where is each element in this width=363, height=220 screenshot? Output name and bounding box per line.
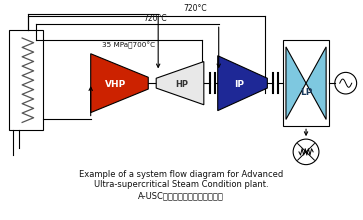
Text: Example of a system flow diagram for Advanced: Example of a system flow diagram for Adv…: [79, 170, 283, 179]
Polygon shape: [306, 47, 326, 119]
Text: LP: LP: [300, 88, 312, 97]
Text: 35 MPa、700°C: 35 MPa、700°C: [102, 42, 155, 49]
Polygon shape: [156, 62, 204, 105]
Text: IP: IP: [234, 80, 245, 89]
Text: A-USCプラントのシステム概要図: A-USCプラントのシステム概要図: [138, 191, 224, 200]
Polygon shape: [286, 47, 306, 119]
FancyBboxPatch shape: [283, 40, 329, 126]
Text: HP: HP: [175, 80, 188, 89]
Polygon shape: [218, 56, 267, 111]
Polygon shape: [91, 54, 148, 113]
FancyBboxPatch shape: [9, 30, 43, 130]
Text: 720°C: 720°C: [143, 14, 167, 23]
Text: VHP: VHP: [105, 80, 126, 89]
Text: 720°C: 720°C: [183, 4, 207, 13]
Text: Ultra-supercritical Steam Condition plant.: Ultra-supercritical Steam Condition plan…: [94, 180, 268, 189]
